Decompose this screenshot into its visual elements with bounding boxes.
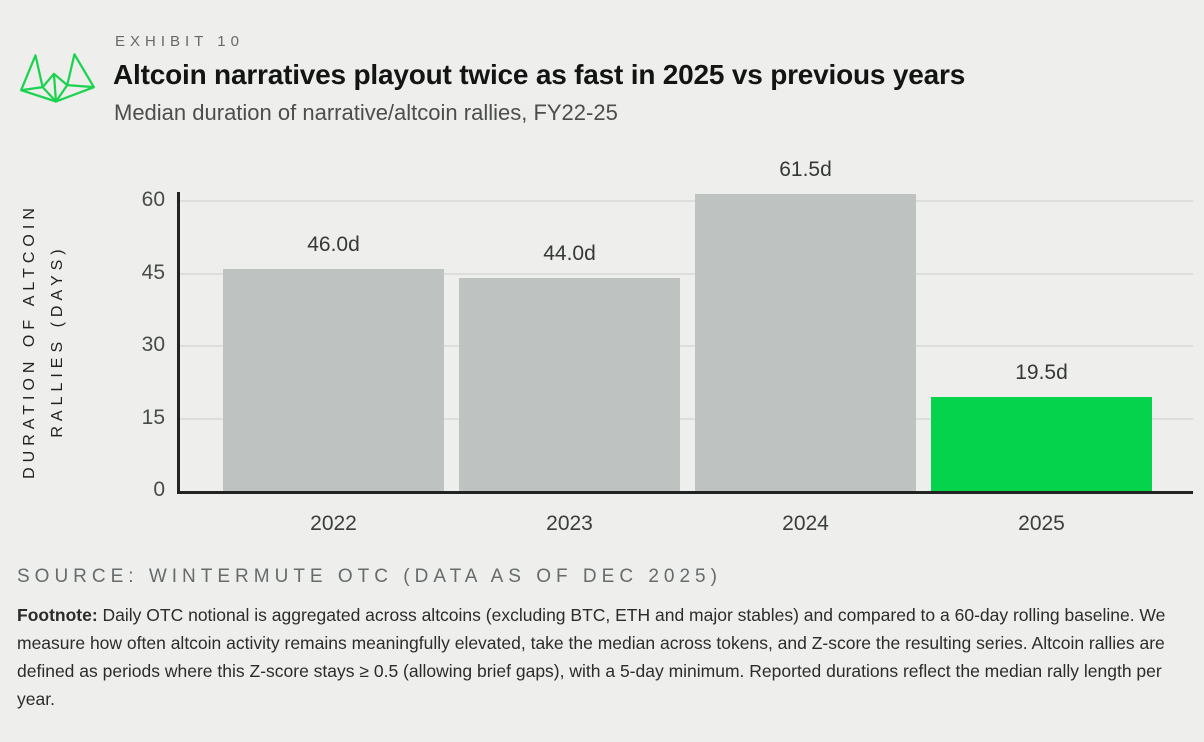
bar-value-label-2022: 46.0d xyxy=(307,232,360,256)
source-line: SOURCE: WINTERMUTE OTC (DATA AS OF DEC 2… xyxy=(17,566,722,587)
footnote: Footnote: Daily OTC notional is aggregat… xyxy=(17,601,1193,713)
exhibit-label: EXHIBIT 10 xyxy=(115,33,244,50)
x-tick-2023: 2023 xyxy=(546,512,593,535)
chart-subtitle: Median duration of narrative/altcoin ral… xyxy=(114,100,618,125)
gridline-30 xyxy=(180,345,1193,347)
gridline-45 xyxy=(180,272,1193,275)
y-tick-45: 45 xyxy=(141,260,165,284)
footnote-text: Daily OTC notional is aggregated across … xyxy=(17,605,1166,709)
bar-value-label-2024: 61.5d xyxy=(779,157,832,181)
y-tick-30: 30 xyxy=(141,333,165,356)
bar-2022 xyxy=(223,268,444,491)
y-axis-title: DURATION OF ALTCOIN RALLIES (DAYS) xyxy=(16,161,72,521)
y-axis-title-line1: DURATION OF ALTCOIN xyxy=(21,203,38,479)
y-tick-0: 0 xyxy=(153,478,165,501)
bar-2025 xyxy=(931,396,1152,491)
chart-title: Altcoin narratives playout twice as fast… xyxy=(113,59,966,90)
footnote-label: Footnote: xyxy=(17,605,98,625)
y-tick-15: 15 xyxy=(141,405,165,429)
plot-area: 0 15 30 45 60 46.0d 2022 44.0d 2023 61.5d 2024 19.5… xyxy=(142,158,1193,535)
wintermute-logo-icon xyxy=(19,53,96,103)
gridline-60 xyxy=(180,200,1193,202)
gridline-15 xyxy=(180,417,1193,420)
x-tick-2025: 2025 xyxy=(1018,512,1065,535)
bar-2024 xyxy=(695,193,916,491)
y-axis-title-line2: RALLIES (DAYS) xyxy=(49,244,66,438)
x-tick-2024: 2024 xyxy=(782,512,829,535)
x-tick-2022: 2022 xyxy=(310,512,357,535)
y-tick-60: 60 xyxy=(141,188,165,211)
bar-2023 xyxy=(459,278,680,491)
bar-value-label-2023: 44.0d xyxy=(543,242,596,266)
bar-value-label-2025: 19.5d xyxy=(1015,360,1068,384)
